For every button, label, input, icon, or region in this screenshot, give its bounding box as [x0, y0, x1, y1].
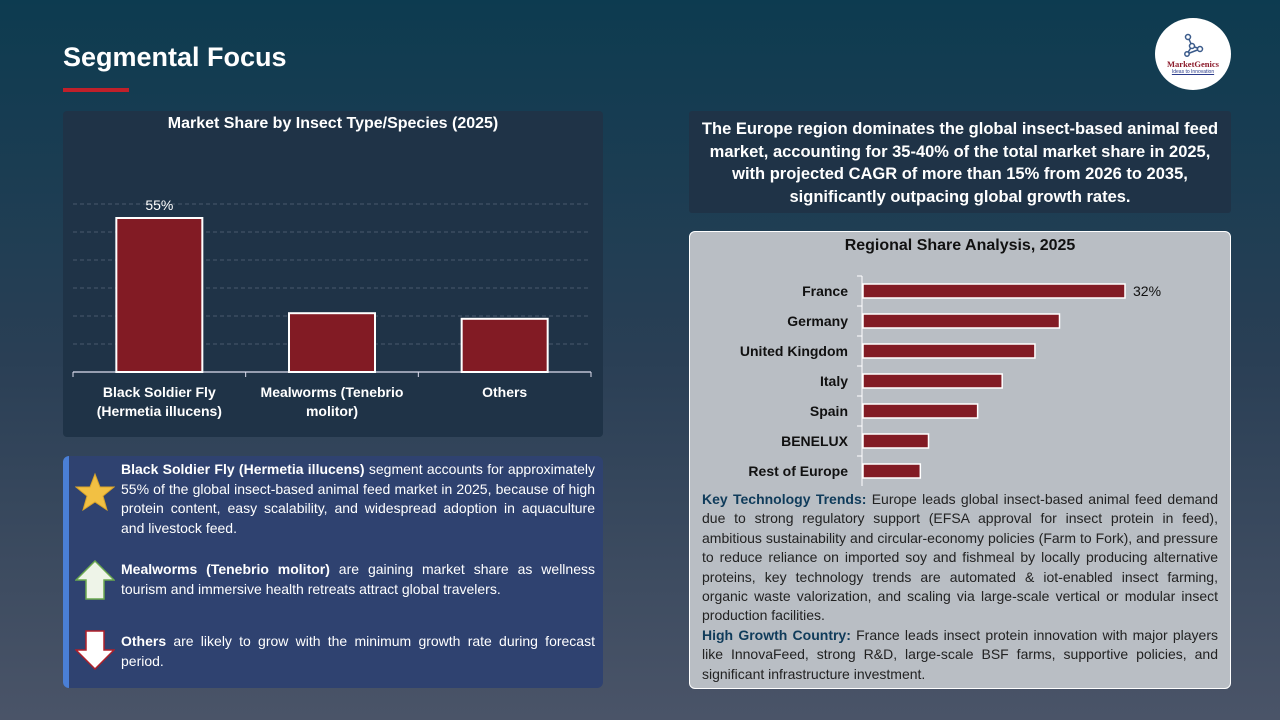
- network-icon: [1184, 33, 1204, 57]
- category-label: molitor): [306, 403, 358, 419]
- segment-insights-panel: Black Soldier Fly (Hermetia illucens) se…: [63, 456, 603, 688]
- segment-text: are likely to grow with the minimum grow…: [121, 633, 595, 669]
- notes: Key Technology Trends: Europe leads glob…: [702, 490, 1218, 684]
- logo-name: MarketGenics: [1167, 59, 1219, 69]
- trends-label: Key Technology Trends:: [702, 491, 867, 507]
- insect-type-bar-chart: 55% Black Soldier Fly (Hermetia illucens) M…: [72, 197, 592, 419]
- category-label: Black Soldier Fly: [103, 384, 216, 400]
- category-label: Others: [482, 384, 527, 400]
- category-label: Rest of Europe: [748, 463, 848, 479]
- segment-name: Mealworms (Tenebrio molitor): [121, 561, 330, 577]
- arrow-down-icon: [75, 630, 115, 670]
- segment-name: Black Soldier Fly (Hermetia illucens): [121, 461, 365, 477]
- segment-text: segment accounts for approximately 55% o…: [121, 461, 595, 536]
- bar: [862, 433, 930, 449]
- segment-name: Others: [121, 633, 167, 649]
- title-underline: [63, 88, 129, 92]
- growth-text: France leads insect protein innovation w…: [702, 626, 1219, 682]
- category-label: Italy: [820, 373, 848, 389]
- bar: [862, 313, 1061, 329]
- segment-text: are gaining market share as wellness tou…: [121, 561, 595, 597]
- arrow-up-icon: [75, 560, 115, 600]
- bar: [288, 312, 376, 373]
- chart-title: Regional Share Analysis, 2025: [844, 237, 1076, 254]
- data-label: 32%: [1133, 283, 1161, 299]
- bar: [862, 403, 979, 419]
- trends-text: Europe leads global insect-based animal …: [702, 491, 1218, 624]
- category-label: Spain: [810, 403, 848, 419]
- category-label: United Kingdom: [740, 343, 848, 359]
- page-title: Segmental Focus: [63, 42, 287, 72]
- bar: [862, 373, 1003, 389]
- chart-title: Market Share by Insect Type/Species (202…: [167, 115, 499, 132]
- star-icon: [75, 472, 115, 512]
- category-label: BENELUX: [781, 433, 849, 449]
- growth-label: High Growth Country:: [702, 626, 851, 643]
- regional-share-panel: Regional Share Analysis, 2025 France 32% G…: [689, 231, 1231, 689]
- europe-highlight: The Europe region dominates the global i…: [689, 111, 1231, 213]
- insect-type-chart-panel: Market Share by Insect Type/Species (202…: [63, 111, 603, 437]
- regional-share-bar-chart: France 32% Germany United Kingdom Italy Spain…: [740, 275, 1161, 486]
- bar: [862, 343, 1036, 359]
- category-label: Mealworms (Tenebrio: [261, 384, 404, 400]
- category-label: France: [802, 283, 848, 299]
- category-label: Germany: [787, 313, 848, 329]
- bar: [115, 217, 204, 373]
- logo-tagline: Ideas to Innovation: [1171, 69, 1215, 75]
- bar: [862, 463, 922, 479]
- segment-item-others: Others are likely to grow with the minim…: [121, 632, 595, 671]
- segment-item-mealworms: Mealworms (Tenebrio molitor) are gaining…: [121, 560, 595, 599]
- data-label: 55%: [145, 197, 173, 213]
- bar: [862, 283, 1126, 299]
- category-label: (Hermetia illucens): [97, 403, 222, 419]
- bar: [460, 317, 549, 374]
- segment-item-bsf: Black Soldier Fly (Hermetia illucens) se…: [121, 460, 595, 538]
- logo: MarketGenics Ideas to Innovation: [1155, 18, 1231, 90]
